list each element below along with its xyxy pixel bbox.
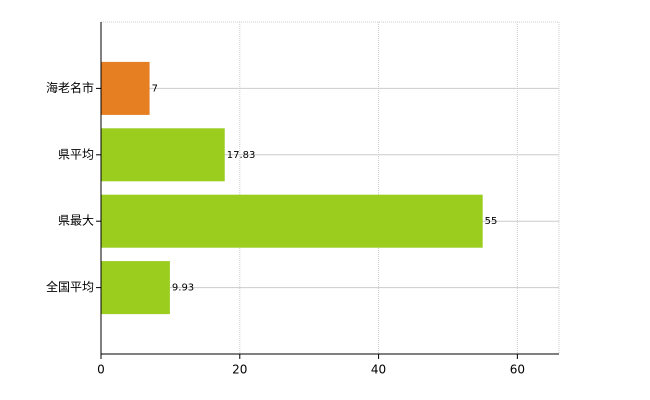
bar	[101, 128, 225, 182]
value-label: 17.83	[227, 150, 256, 161]
x-tick-label: 20	[232, 363, 247, 377]
y-tick-label: 県最大	[58, 214, 94, 228]
y-tick-label: 全国平均	[46, 279, 94, 294]
x-tick-label: 60	[510, 363, 525, 377]
bar	[101, 261, 170, 315]
value-label: 7	[152, 83, 158, 94]
bar	[101, 61, 150, 115]
x-tick-label: 0	[97, 363, 105, 377]
value-label: 9.93	[172, 283, 194, 294]
x-tick-label: 40	[371, 363, 386, 377]
bar	[101, 194, 483, 248]
y-tick-label: 県平均	[58, 147, 94, 161]
value-label: 55	[485, 216, 498, 227]
y-tick-label: 海老名市	[46, 80, 94, 95]
